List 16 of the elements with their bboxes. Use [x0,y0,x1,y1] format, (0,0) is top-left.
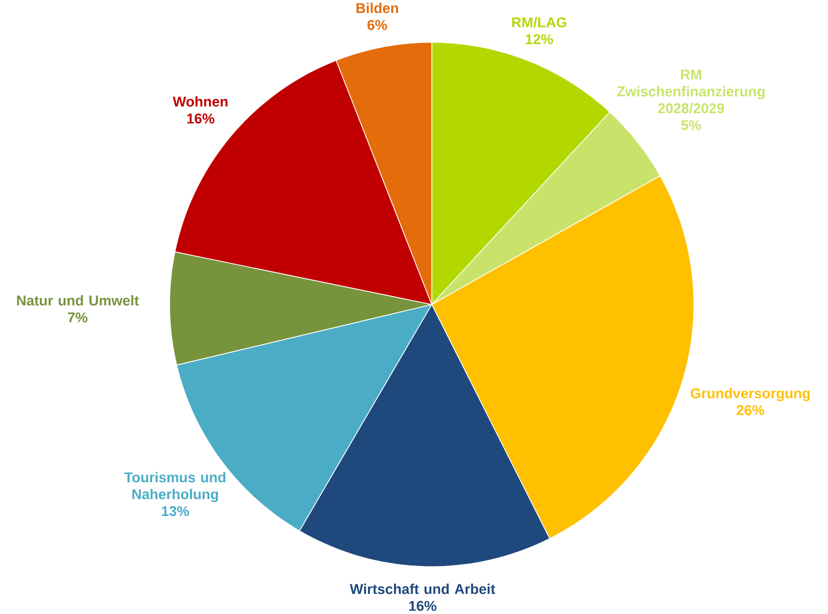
slice-label: Grundversorgung [690,388,810,402]
slice-label: RM/LAG [512,17,566,28]
slice-label: Tourismus und Naherholung [124,472,226,502]
slice-label: RM Zwischenfinanzierung 2028/2029 [617,70,765,114]
data-label: 12% [526,34,554,44]
data-label: 7% [68,312,88,323]
data-label: 13% [162,506,190,516]
data-label: 26% [736,405,764,416]
data-label: 5% [681,120,701,130]
data-label: 16% [187,114,214,124]
slice-label: Natur und Umwelt [17,295,139,306]
slice-label: Wohnen [172,96,228,107]
data-label: 16% [409,601,436,612]
slice-label: Bilden [356,2,398,14]
slice-label: Wirtschaft und Arbeit [350,584,496,594]
data-label: 6% [368,20,388,30]
